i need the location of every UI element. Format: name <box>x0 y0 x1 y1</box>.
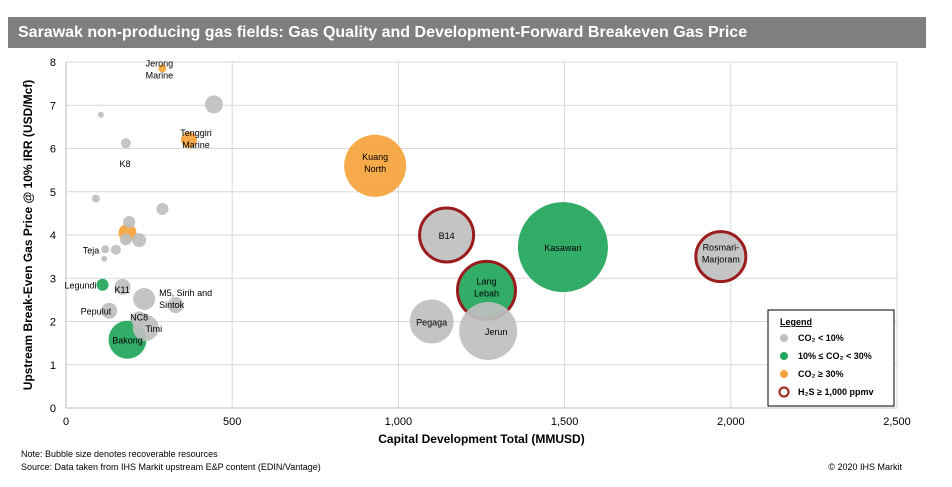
bubble-label-line: Rosmari- <box>703 243 740 253</box>
x-tick-label: 500 <box>223 416 241 428</box>
legend-marker <box>780 370 788 378</box>
bubble-point <box>204 95 223 114</box>
bubble-point <box>418 206 476 264</box>
bubble-label: Bakong <box>112 336 143 346</box>
bubble-label: Legundi <box>65 281 97 291</box>
bubble-label-line: Timi <box>145 324 162 334</box>
x-tick-label: 1,000 <box>385 416 413 428</box>
bubble-label-line: Bakong <box>112 336 143 346</box>
y-tick-label: 2 <box>50 317 56 329</box>
bubble-point <box>96 278 109 291</box>
bubble-label-line: Jerun <box>485 327 508 337</box>
bubble-label: Kasawari <box>544 243 581 253</box>
bubble-point <box>517 202 608 293</box>
legend-marker-h2s <box>778 386 790 398</box>
y-tick-label: 7 <box>50 100 56 112</box>
bubble-label-line: Pepulut <box>81 307 112 317</box>
bubble-label: Jerong Marine <box>146 58 174 80</box>
chart-title-bar: Sarawak non-producing gas fields: Gas Qu… <box>8 17 926 48</box>
bubble-label-line: Marjoram <box>702 255 740 265</box>
footnote-bubble-size: Note: Bubble size denotes recoverable re… <box>21 449 218 459</box>
bubble-label-line: K11 <box>115 285 130 295</box>
bubble-label-line: Kasawari <box>544 243 581 253</box>
y-tick-label: 8 <box>50 57 56 69</box>
bubble-label: Tenggiri Marine <box>180 128 212 150</box>
bubble-label-line: Marine <box>146 70 174 80</box>
bubble-label: B14 <box>439 231 455 241</box>
y-tick-label: 1 <box>50 360 56 372</box>
bubble-label-line: M5, Sirih and <box>159 288 212 298</box>
x-tick-label: 2,500 <box>883 416 911 428</box>
bubble-label: Rosmari- Marjoram <box>702 243 740 265</box>
bubble-label: Pegaga <box>416 318 447 328</box>
bubble-point <box>167 297 184 314</box>
bubble-point <box>123 216 136 229</box>
bubble-label: K11 <box>115 285 130 295</box>
y-tick-label: 6 <box>50 144 56 156</box>
bubble-label: Lang Lebah <box>474 276 499 298</box>
bubble-point <box>97 111 104 118</box>
x-axis-label: Capital Development Total (MMUSD) <box>378 432 584 446</box>
y-axis-label: Upstream Break-Even Gas Price @ 10% IRR … <box>21 80 35 390</box>
y-tick-label: 4 <box>50 230 56 242</box>
bubble-label: Timi <box>145 324 162 334</box>
bubble-label: Kuang North <box>362 152 388 174</box>
x-tick-label: 1,500 <box>551 416 579 428</box>
y-tick-label: 0 <box>50 403 56 415</box>
legend-marker <box>780 352 788 360</box>
bubble-point <box>133 288 156 311</box>
x-tick-label: 0 <box>63 416 69 428</box>
footnote-source: Source: Data taken from IHS Markit upstr… <box>21 462 321 472</box>
bubble-label-line: B14 <box>439 231 455 241</box>
bubble-point <box>694 230 748 284</box>
x-tick-label: 2,000 <box>717 416 745 428</box>
bubble-label: K8 <box>119 159 130 169</box>
bubble-label-line: K8 <box>119 159 130 169</box>
bubble-point <box>120 138 131 149</box>
bubble-point <box>110 244 121 255</box>
bubble-label-line: Jerong <box>146 58 174 68</box>
bubble-label-line: Teja <box>83 245 100 255</box>
legend-item-label: H₂S ≥ 1,000 ppmv <box>798 387 873 397</box>
bubble-label-line: Lang <box>476 276 496 286</box>
bubble-point <box>344 134 407 197</box>
legend-item-label: CO₂ < 10% <box>798 333 844 343</box>
bubble-point <box>101 302 118 319</box>
legend-marker <box>780 334 788 342</box>
bubble-label-line: Kuang <box>362 152 388 162</box>
bubble-label-line: Lebah <box>474 288 499 298</box>
copyright-text: © 2020 IHS Markit <box>828 462 902 472</box>
bubble-point <box>91 194 100 203</box>
bubble-point <box>180 131 197 148</box>
legend-item-label: CO₂ ≥ 30% <box>798 369 843 379</box>
bubble-label-line: Pegaga <box>416 318 447 328</box>
bubble-point <box>409 299 454 344</box>
bubble-label-line: Marine <box>182 140 210 150</box>
legend-item-label: 10% ≤ CO₂ < 30% <box>798 351 872 361</box>
bubble-label-line: Sintok <box>159 300 185 310</box>
bubble-point <box>114 278 131 295</box>
bubble-point <box>131 311 148 328</box>
bubble-point <box>158 64 167 73</box>
bubble-point <box>156 203 169 216</box>
bubble-label: Pepulut <box>81 307 112 317</box>
bubble-point <box>132 233 147 248</box>
bubble-point <box>101 245 110 254</box>
y-tick-label: 5 <box>50 187 56 199</box>
bubble-label-line: Legundi <box>65 281 97 291</box>
bubble-point <box>119 233 132 246</box>
bubble-point <box>459 302 518 361</box>
bubble-label: Jerun <box>485 327 508 337</box>
bubble-label-line: NC8 <box>130 312 148 322</box>
bubble-label: M5, Sirih and Sintok <box>159 288 212 310</box>
bubble-label: Teja <box>83 245 100 255</box>
bubble-label: NC8 <box>130 312 148 322</box>
bubble-label-line: North <box>364 164 386 174</box>
y-tick-label: 3 <box>50 273 56 285</box>
bubble-point <box>101 255 108 262</box>
legend-title: Legend <box>780 317 812 327</box>
bubble-label-line: Tenggiri <box>180 128 212 138</box>
